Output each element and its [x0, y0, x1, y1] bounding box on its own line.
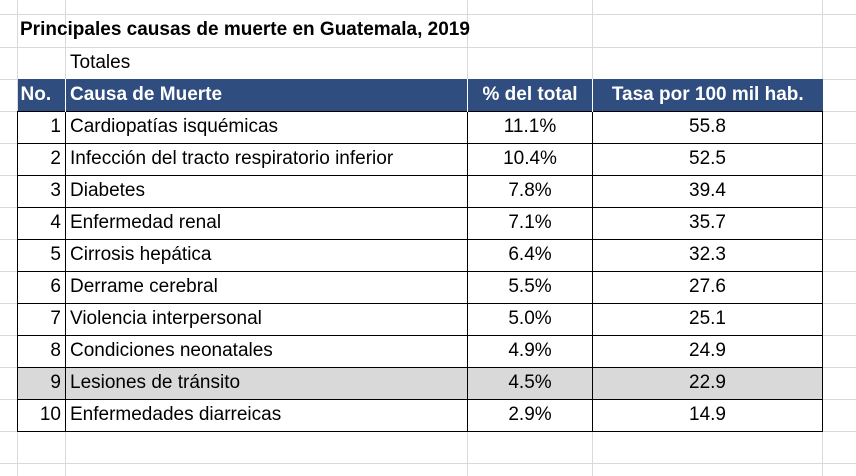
row-number-cell[interactable]: 3 [17, 174, 66, 208]
gridline-horizontal [0, 463, 856, 464]
sheet-title[interactable]: Principales causas de muerte en Guatemal… [20, 19, 470, 40]
row-number-cell[interactable]: 4 [17, 206, 66, 240]
percent-cell[interactable]: 7.1% [467, 206, 593, 240]
percent-cell[interactable]: 7.8% [467, 174, 593, 208]
cause-cell[interactable]: Cardiopatías isquémicas [65, 110, 468, 144]
cause-cell[interactable]: Cirrosis hepática [65, 238, 468, 272]
row-number-cell[interactable]: 1 [17, 110, 66, 144]
row-number-cell[interactable]: 9 [17, 366, 66, 400]
cause-cell[interactable]: Lesiones de tránsito [65, 366, 468, 400]
percent-cell[interactable]: 4.5% [467, 366, 593, 400]
rate-cell[interactable]: 27.6 [592, 270, 823, 304]
cause-cell[interactable]: Enfermedades diarreicas [65, 398, 468, 432]
percent-cell[interactable]: 11.1% [467, 110, 593, 144]
row-number-cell[interactable]: 2 [17, 142, 66, 176]
table-header-row: No. Causa de Muerte % del total Tasa por… [17, 79, 823, 111]
table-row: 10 Enfermedades diarreicas 2.9% 14.9 [17, 398, 823, 432]
table-row: 6 Derrame cerebral 5.5% 27.6 [17, 270, 823, 304]
percent-cell[interactable]: 5.5% [467, 270, 593, 304]
table-row: 5 Cirrosis hepática 6.4% 32.3 [17, 238, 823, 272]
percent-cell[interactable]: 4.9% [467, 334, 593, 368]
rate-cell[interactable]: 22.9 [592, 366, 823, 400]
causes-table: No. Causa de Muerte % del total Tasa por… [17, 79, 823, 432]
cause-cell[interactable]: Condiciones neonatales [65, 334, 468, 368]
sheet-subtitle[interactable]: Totales [70, 52, 131, 73]
rate-cell[interactable]: 32.3 [592, 238, 823, 272]
table-row: 3 Diabetes 7.8% 39.4 [17, 174, 823, 208]
rate-cell[interactable]: 25.1 [592, 302, 823, 336]
rate-cell[interactable]: 14.9 [592, 398, 823, 432]
rate-cell[interactable]: 55.8 [592, 110, 823, 144]
rate-cell[interactable]: 39.4 [592, 174, 823, 208]
header-cell-percent[interactable]: % del total [467, 79, 593, 111]
row-number-cell[interactable]: 6 [17, 270, 66, 304]
header-cell-cause[interactable]: Causa de Muerte [65, 79, 468, 111]
cause-cell[interactable]: Derrame cerebral [65, 270, 468, 304]
percent-cell[interactable]: 2.9% [467, 398, 593, 432]
rate-cell[interactable]: 35.7 [592, 206, 823, 240]
table-row-highlighted: 9 Lesiones de tránsito 4.5% 22.9 [17, 366, 823, 400]
header-cell-no[interactable]: No. [17, 79, 66, 111]
cause-cell[interactable]: Diabetes [65, 174, 468, 208]
table-row: 7 Violencia interpersonal 5.0% 25.1 [17, 302, 823, 336]
percent-cell[interactable]: 10.4% [467, 142, 593, 176]
cause-cell[interactable]: Infección del tracto respiratorio inferi… [65, 142, 468, 176]
table-row: 4 Enfermedad renal 7.1% 35.7 [17, 206, 823, 240]
row-number-cell[interactable]: 7 [17, 302, 66, 336]
rate-cell[interactable]: 24.9 [592, 334, 823, 368]
row-number-cell[interactable]: 10 [17, 398, 66, 432]
table-row: 1 Cardiopatías isquémicas 11.1% 55.8 [17, 110, 823, 144]
percent-cell[interactable]: 5.0% [467, 302, 593, 336]
percent-cell[interactable]: 6.4% [467, 238, 593, 272]
header-cell-rate[interactable]: Tasa por 100 mil hab. [592, 79, 823, 111]
rate-cell[interactable]: 52.5 [592, 142, 823, 176]
table-row: 8 Condiciones neonatales 4.9% 24.9 [17, 334, 823, 368]
row-number-cell[interactable]: 8 [17, 334, 66, 368]
cause-cell[interactable]: Enfermedad renal [65, 206, 468, 240]
cause-cell[interactable]: Violencia interpersonal [65, 302, 468, 336]
row-number-cell[interactable]: 5 [17, 238, 66, 272]
table-row: 2 Infección del tracto respiratorio infe… [17, 142, 823, 176]
